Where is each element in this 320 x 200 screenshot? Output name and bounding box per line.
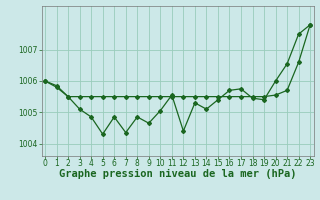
X-axis label: Graphe pression niveau de la mer (hPa): Graphe pression niveau de la mer (hPa) [59,169,296,179]
